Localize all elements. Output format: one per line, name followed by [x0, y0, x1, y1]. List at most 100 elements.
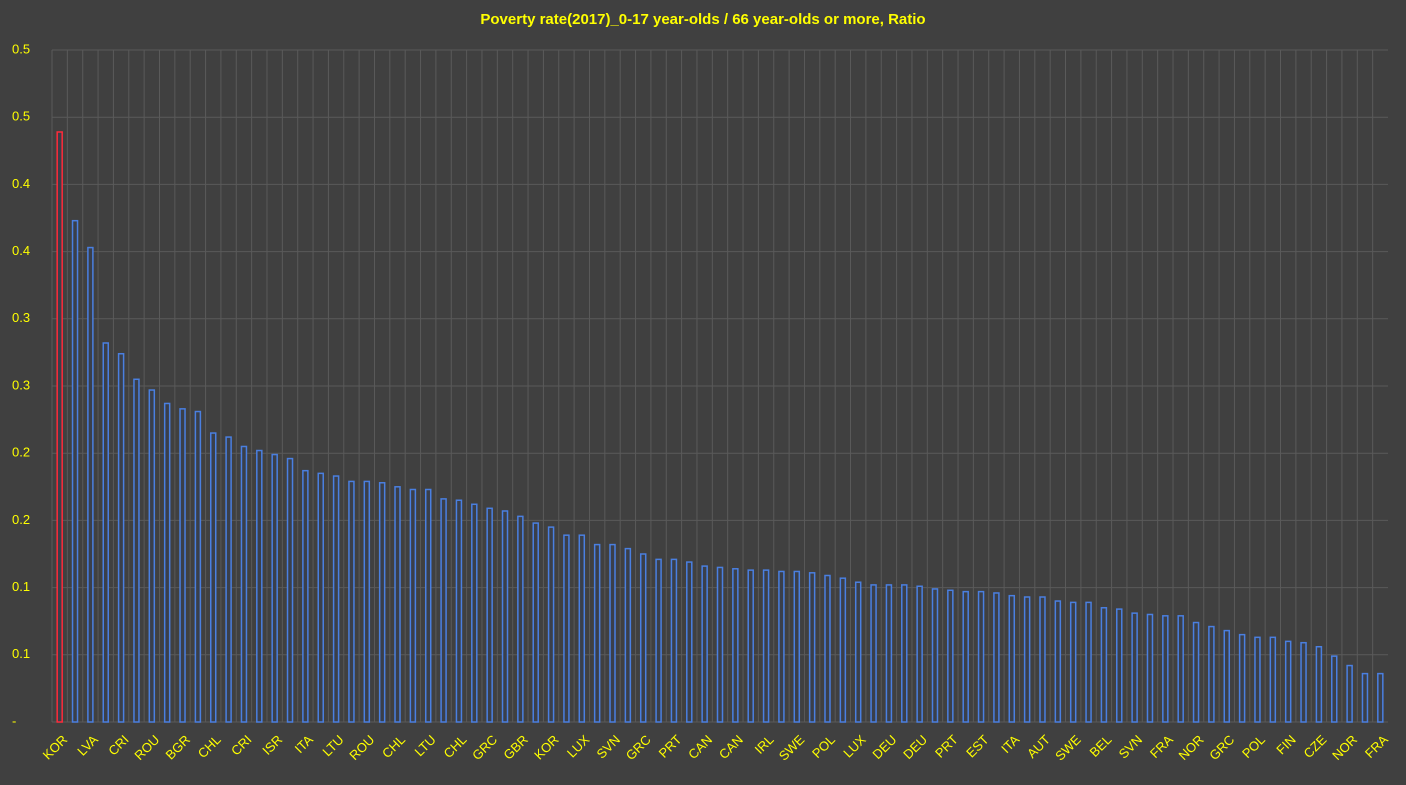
y-tick-label: 0.3: [12, 310, 30, 325]
y-tick-label: 0.1: [12, 646, 30, 661]
bar: [486, 507, 493, 723]
bar: [1131, 612, 1138, 723]
bar: [824, 574, 831, 723]
bar: [1054, 600, 1062, 723]
bar: [732, 568, 739, 723]
bar: [1116, 608, 1123, 723]
bar: [1238, 633, 1246, 723]
bar: [194, 410, 202, 723]
bar: [593, 543, 601, 723]
bar: [655, 558, 662, 723]
bar: [916, 585, 923, 723]
bar: [317, 472, 324, 723]
y-tick-label: 0.3: [12, 377, 30, 392]
bar: [839, 577, 847, 723]
bar: [1192, 621, 1200, 723]
bar: [378, 482, 386, 723]
bar: [854, 581, 862, 723]
bar: [1300, 641, 1307, 723]
y-tick-label: 0.4: [12, 176, 30, 191]
bar: [793, 570, 801, 723]
bar: [1023, 596, 1031, 723]
bar: [747, 569, 754, 723]
bar: [348, 480, 355, 723]
bar: [931, 588, 939, 723]
bar: [471, 503, 478, 723]
bar: [686, 561, 693, 723]
chart-title: Poverty rate(2017)_0-17 year-olds / 66 y…: [480, 11, 925, 28]
bar: [163, 402, 171, 723]
bar: [240, 445, 248, 723]
bar: [639, 553, 647, 723]
bar: [563, 534, 570, 723]
bar: [1269, 636, 1277, 723]
bar: [1208, 625, 1215, 723]
y-tick-label: 0.2: [12, 445, 30, 460]
bar: [547, 526, 555, 723]
bar: [409, 488, 417, 723]
bar: [962, 590, 969, 723]
bar: [762, 569, 770, 723]
y-tick-label: 0.4: [12, 243, 30, 258]
bar: [1254, 636, 1261, 723]
bar: [901, 584, 908, 723]
bar: [148, 389, 156, 723]
bar: [1315, 645, 1323, 723]
bar: [1331, 655, 1338, 723]
bar: [394, 486, 401, 723]
bar: [1162, 615, 1169, 723]
bar: [1008, 594, 1016, 723]
bar: [256, 449, 263, 723]
bar: [56, 131, 63, 723]
bar: [977, 590, 985, 723]
bar: [455, 499, 463, 723]
bar: [1223, 629, 1231, 723]
bar: [517, 515, 524, 723]
bar: [1346, 664, 1353, 723]
bar: [778, 570, 785, 723]
bar: [1146, 613, 1154, 723]
bar: [440, 498, 447, 723]
bar: [609, 543, 616, 723]
bar: [716, 566, 724, 723]
y-tick-label: 0.1: [12, 579, 30, 594]
y-tick-label: 0.5: [12, 41, 30, 56]
bar: [624, 547, 632, 723]
bar: [117, 352, 125, 723]
bar: [133, 378, 140, 723]
bar: [1069, 601, 1077, 723]
bar: [87, 246, 94, 723]
bar: [1039, 596, 1046, 723]
bar: [209, 432, 217, 723]
bar: [885, 584, 893, 723]
y-tick-label: -: [12, 713, 16, 728]
bar: [102, 342, 109, 723]
y-tick-label: 0.2: [12, 512, 30, 527]
bar: [71, 219, 79, 723]
bar: [578, 534, 586, 723]
bar: [993, 592, 1000, 723]
bar: [271, 453, 278, 723]
bar: [225, 436, 232, 723]
bar: [1085, 601, 1092, 723]
bar: [179, 408, 186, 723]
bar: [1284, 640, 1292, 723]
bar: [1377, 672, 1384, 723]
bar: [532, 522, 539, 723]
bar: [808, 572, 816, 723]
bar: [286, 457, 294, 723]
bar: [1177, 615, 1184, 723]
bar: [501, 510, 509, 723]
bar: [424, 488, 432, 723]
bar: [947, 589, 954, 723]
bar: [332, 475, 340, 723]
bar: [302, 469, 309, 723]
bar: [1100, 607, 1108, 723]
bar: [701, 565, 708, 723]
bar: [670, 558, 678, 723]
bar: [363, 480, 371, 723]
bar: [870, 584, 877, 723]
y-tick-label: 0.5: [12, 109, 30, 124]
bar: [1361, 672, 1369, 723]
